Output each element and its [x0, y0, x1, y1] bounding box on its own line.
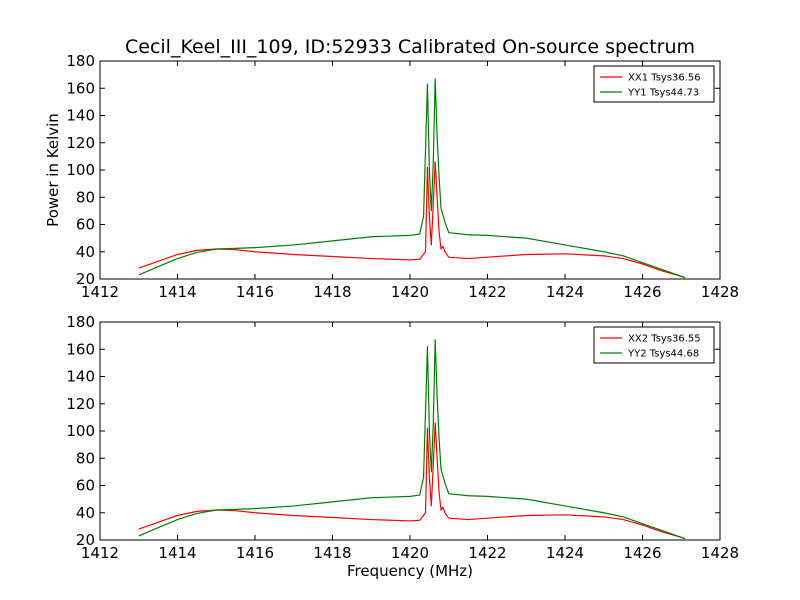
legend: XX1 Tsys36.56 YY1 Tsys44.73: [593, 65, 715, 103]
legend: XX2 Tsys36.55 YY2 Tsys44.68: [593, 326, 715, 364]
x-tick-label: 1414: [158, 283, 196, 301]
series-line-2: [138, 78, 686, 279]
y-tick-label: 40: [76, 243, 95, 261]
x-tick-label: 1416: [236, 544, 274, 562]
y-tick-label: 20: [76, 531, 95, 549]
x-tick-label: 1428: [701, 544, 739, 562]
x-tick-label: 1424: [546, 544, 584, 562]
y-tick-label: 40: [76, 504, 95, 522]
y-tick-label: 100: [66, 422, 95, 440]
x-tick-label: 1422: [468, 544, 506, 562]
y-axis-label: Power in Kelvin: [44, 113, 62, 227]
x-tick-label: 1418: [313, 544, 351, 562]
legend-label: XX1 Tsys36.56: [628, 73, 701, 84]
y-tick-label: 120: [66, 134, 95, 152]
plots-container: 1412 1414 1416 1418 1420 1422 1424 1426 1428 20 40…: [44, 52, 739, 580]
x-tick-label: 1422: [468, 283, 506, 301]
legend-label: YY1 Tsys44.73: [627, 88, 699, 99]
x-tick-label: 1412: [81, 544, 119, 562]
subplot-2: 1412 1414 1416 1418 1420 1422 1424 1426 1428 20 40…: [66, 313, 739, 580]
y-tick-label: 180: [66, 313, 95, 331]
y-tick-label: 100: [66, 161, 95, 179]
y-tick-label: 60: [76, 477, 95, 495]
x-tick-label: 1420: [391, 544, 429, 562]
series-line-2: [138, 339, 686, 540]
figure-title: Cecil_Keel_III_109, ID:52933 Calibrated …: [125, 36, 695, 58]
x-tick-label: 1426: [623, 283, 661, 301]
x-tick-label: 1418: [313, 283, 351, 301]
x-tick-label: 1424: [546, 283, 584, 301]
y-tick-label: 120: [66, 395, 95, 413]
y-tick-label: 160: [66, 340, 95, 358]
series-line-1: [138, 161, 686, 279]
y-tick-label: 160: [66, 79, 95, 97]
legend-box: [593, 326, 715, 364]
y-tick-label: 60: [76, 216, 95, 234]
subplot-1: 1412 1414 1416 1418 1420 1422 1424 1426 1428 20 40…: [44, 52, 739, 301]
y-tick-label: 140: [66, 107, 95, 125]
x-axis-label: Frequency (MHz): [347, 562, 473, 580]
y-tick-label: 80: [76, 449, 95, 467]
x-tick-label: 1412: [81, 283, 119, 301]
x-tick-label: 1414: [158, 544, 196, 562]
y-tick-label: 180: [66, 52, 95, 70]
x-tick-label: 1426: [623, 544, 661, 562]
series-line-1: [138, 422, 686, 540]
legend-label: YY2 Tsys44.68: [627, 349, 699, 360]
y-tick-label: 80: [76, 188, 95, 206]
y-tick-label: 20: [76, 270, 95, 288]
x-tick-label: 1428: [701, 283, 739, 301]
x-tick-label: 1416: [236, 283, 274, 301]
legend-box: [593, 65, 715, 103]
x-tick-label: 1420: [391, 283, 429, 301]
y-tick-label: 140: [66, 368, 95, 386]
legend-label: XX2 Tsys36.55: [628, 334, 701, 345]
